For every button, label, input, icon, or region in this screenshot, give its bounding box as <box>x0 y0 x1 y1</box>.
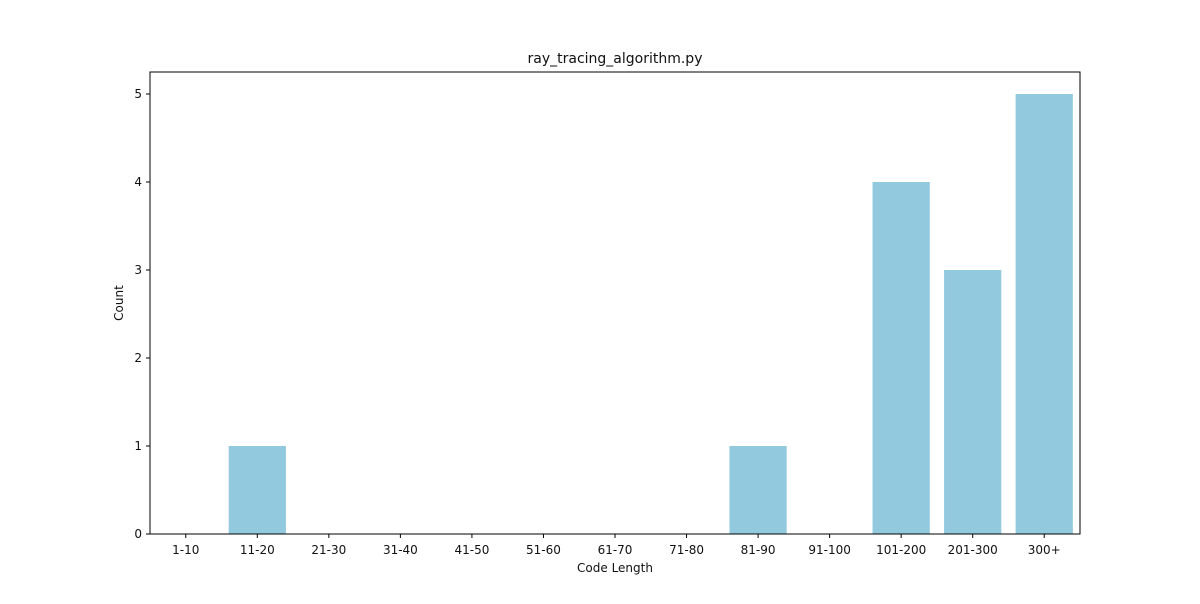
bars-layer <box>229 94 1073 534</box>
x-tick-label: 201-300 <box>948 543 998 557</box>
x-axis: 1-10 11-20 21-30 31-40 41-50 51-60 61-70 71-80 8… <box>172 534 1061 557</box>
x-tick-label: 31-40 <box>383 543 418 557</box>
x-tick-label: 41-50 <box>454 543 489 557</box>
x-tick-label: 81-90 <box>741 543 776 557</box>
x-tick-label: 51-60 <box>526 543 561 557</box>
y-tick-label: 1 <box>134 439 142 453</box>
x-tick-label: 11-20 <box>240 543 275 557</box>
chart-title: ray_tracing_algorithm.py <box>528 51 703 67</box>
x-tick-label: 300+ <box>1028 543 1061 557</box>
x-tick-label: 1-10 <box>172 543 199 557</box>
y-tick-label: 3 <box>134 263 142 277</box>
x-tick-label: 61-70 <box>598 543 633 557</box>
bar-201-300 <box>944 270 1001 534</box>
bar-300+ <box>1016 94 1073 534</box>
x-tick-label: 71-80 <box>669 543 704 557</box>
bar-81-90 <box>729 446 786 534</box>
bar-11-20 <box>229 446 286 534</box>
y-tick-label: 0 <box>134 527 142 541</box>
plot-frame <box>150 72 1080 534</box>
x-tick-label: 91-100 <box>808 543 851 557</box>
bar-101-200 <box>873 182 930 534</box>
y-tick-label: 5 <box>134 87 142 101</box>
x-axis-label: Code Length <box>577 561 653 575</box>
y-axis: 0 1 2 3 4 5 <box>134 87 150 541</box>
y-tick-label: 2 <box>134 351 142 365</box>
x-tick-label: 101-200 <box>876 543 926 557</box>
y-axis-label: Count <box>112 285 126 321</box>
x-tick-label: 21-30 <box>311 543 346 557</box>
y-tick-label: 4 <box>134 175 142 189</box>
